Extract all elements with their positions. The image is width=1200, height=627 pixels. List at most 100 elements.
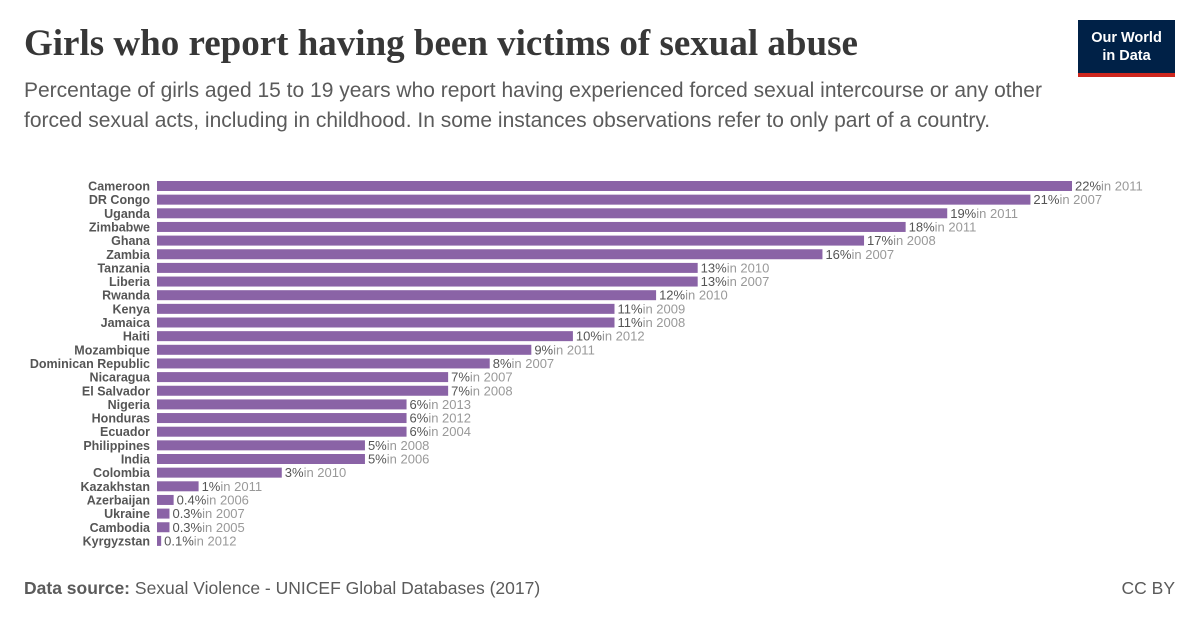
year-label: in 2010 xyxy=(727,260,770,275)
year-label: in 2011 xyxy=(1101,179,1143,194)
row-label: Ecuador xyxy=(100,425,150,439)
value-label: 0.3%in 2005 xyxy=(172,520,244,535)
owid-logo[interactable]: Our World in Data xyxy=(1078,20,1175,77)
bar[interactable] xyxy=(157,331,573,342)
value-number: 22% xyxy=(1075,179,1101,194)
bar[interactable] xyxy=(157,372,449,383)
value-number: 0.4% xyxy=(177,492,207,507)
value-number: 9% xyxy=(534,342,553,357)
bar[interactable] xyxy=(157,290,657,301)
value-number: 5% xyxy=(368,452,387,467)
row-label: Zimbabwe xyxy=(89,220,150,234)
value-number: 13% xyxy=(701,274,727,289)
year-label: in 2005 xyxy=(202,520,245,535)
bar[interactable] xyxy=(157,535,162,546)
row-label: Liberia xyxy=(109,275,151,289)
year-label: in 2007 xyxy=(202,506,245,521)
row-label: El Salvador xyxy=(82,384,150,398)
value-number: 19% xyxy=(950,206,976,221)
year-label: in 2010 xyxy=(304,465,347,480)
bar[interactable] xyxy=(157,344,532,355)
value-number: 13% xyxy=(701,260,727,275)
bar[interactable] xyxy=(157,426,407,437)
value-label: 7%in 2007 xyxy=(451,370,512,385)
value-number: 11% xyxy=(618,315,643,330)
year-label: in 2010 xyxy=(685,288,728,303)
bar[interactable] xyxy=(157,276,698,287)
year-label: in 2011 xyxy=(220,479,262,494)
data-source-text: Sexual Violence - UNICEF Global Database… xyxy=(134,578,541,598)
value-label: 9%in 2011 xyxy=(534,342,594,357)
value-number: 18% xyxy=(909,219,935,234)
bar[interactable] xyxy=(157,303,615,314)
row-label: Jamaica xyxy=(101,316,151,330)
row-label: Nicaragua xyxy=(90,371,151,385)
value-number: 8% xyxy=(493,356,512,371)
value-number: 6% xyxy=(410,397,429,412)
value-label: 6%in 2012 xyxy=(410,411,471,426)
bar[interactable] xyxy=(157,235,865,246)
bar[interactable] xyxy=(157,454,365,464)
value-label: 22%in 2011 xyxy=(1075,179,1143,194)
year-label: in 2008 xyxy=(387,438,430,453)
year-label: in 2007 xyxy=(851,247,894,262)
bar[interactable] xyxy=(157,413,407,424)
bar[interactable] xyxy=(157,440,365,451)
value-number: 7% xyxy=(451,383,470,398)
bar[interactable] xyxy=(157,467,282,478)
value-label: 11%in 2009 xyxy=(618,301,686,316)
value-label: 5%in 2006 xyxy=(368,452,429,467)
value-label: 0.1%in 2012 xyxy=(164,533,236,548)
value-label: 7%in 2008 xyxy=(451,383,512,398)
bar[interactable] xyxy=(157,317,615,328)
row-label: Rwanda xyxy=(102,289,151,303)
bar[interactable] xyxy=(157,522,170,533)
row-label: Haiti xyxy=(123,330,150,344)
license-link[interactable]: CC BY xyxy=(1121,578,1175,598)
value-label: 16%in 2007 xyxy=(825,247,894,262)
row-label: Uganda xyxy=(104,207,151,221)
bar[interactable] xyxy=(157,385,449,396)
value-label: 1%in 2011 xyxy=(202,479,262,494)
year-label: in 2011 xyxy=(976,206,1018,221)
data-source: Data source: Sexual Violence - UNICEF Gl… xyxy=(24,578,540,599)
year-label: in 2013 xyxy=(428,397,471,412)
value-label: 19%in 2011 xyxy=(950,206,1018,221)
year-label: in 2009 xyxy=(643,301,686,316)
value-number: 6% xyxy=(410,411,429,426)
row-label: Tanzania xyxy=(97,261,151,275)
row-label: DR Congo xyxy=(89,193,150,207)
bar[interactable] xyxy=(157,249,823,260)
value-number: 0.1% xyxy=(164,533,194,548)
value-label: 8%in 2007 xyxy=(493,356,554,371)
bar[interactable] xyxy=(157,221,906,232)
value-label: 0.3%in 2007 xyxy=(172,506,244,521)
value-label: 0.4%in 2006 xyxy=(177,492,249,507)
value-number: 17% xyxy=(867,233,893,248)
bar[interactable] xyxy=(157,208,948,219)
value-label: 6%in 2013 xyxy=(410,397,471,412)
year-label: in 2007 xyxy=(512,356,555,371)
bar[interactable] xyxy=(157,358,490,369)
bar[interactable] xyxy=(157,262,698,273)
bar[interactable] xyxy=(157,194,1031,205)
bar[interactable] xyxy=(157,399,407,410)
bar[interactable] xyxy=(157,508,170,519)
value-number: 11% xyxy=(618,301,643,316)
year-label: in 2007 xyxy=(470,370,513,385)
value-number: 0.3% xyxy=(172,520,202,535)
row-label: Kyrgyzstan xyxy=(83,534,150,548)
row-label: Cambodia xyxy=(90,521,151,535)
value-label: 5%in 2008 xyxy=(368,438,429,453)
year-label: in 2006 xyxy=(387,452,430,467)
chart-subtitle: Percentage of girls aged 15 to 19 years … xyxy=(24,79,1042,132)
row-label: Kenya xyxy=(112,302,151,316)
value-number: 5% xyxy=(368,438,387,453)
year-label: in 2006 xyxy=(206,492,249,507)
row-label: Nigeria xyxy=(108,398,151,412)
bar[interactable] xyxy=(157,181,1072,191)
row-label: Philippines xyxy=(83,439,150,453)
bar[interactable] xyxy=(157,494,174,505)
bar[interactable] xyxy=(157,481,199,492)
year-label: in 2008 xyxy=(470,383,513,398)
